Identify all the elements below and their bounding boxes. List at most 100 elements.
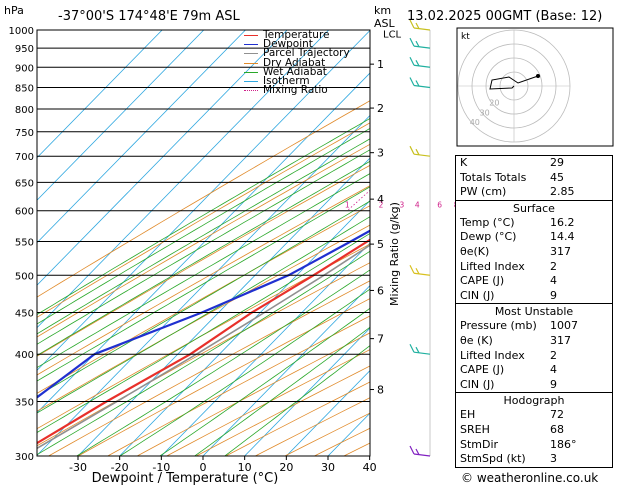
barb-flag — [415, 267, 420, 275]
legend-item: Mixing Ratio — [244, 85, 350, 95]
temperature-tick-label: -20 — [111, 461, 129, 474]
table-row: Temp (°C) 16.2 — [456, 216, 612, 231]
barb-shaft — [413, 453, 431, 457]
pressure-tick-label: 1000 — [9, 26, 34, 37]
dry-adiabat-line — [37, 185, 370, 376]
background-lines — [37, 30, 370, 456]
dry-adiabat-line — [37, 262, 370, 447]
row-value: 2.85 — [550, 185, 575, 199]
row-value: 1007 — [550, 319, 578, 333]
barb-shaft — [413, 84, 431, 89]
hodograph-kt-label: kt — [461, 32, 470, 42]
mixing-ratio-tick-label: 1 — [345, 201, 350, 210]
wind-barb — [409, 57, 431, 68]
wet-adiabat-line — [194, 326, 370, 456]
row-label: StmSpd (kt) — [460, 452, 526, 466]
wet-adiabat-line — [119, 288, 370, 456]
wind-barb — [409, 264, 431, 276]
row-value: 2 — [550, 259, 557, 273]
pressure-tick-label: 900 — [15, 63, 34, 74]
km-tick-label: 4 — [377, 193, 384, 206]
wind-barb — [409, 445, 431, 457]
row-value: 45 — [550, 170, 564, 184]
barb-flag — [409, 77, 415, 86]
row-label: Pressure (mb) — [460, 319, 537, 333]
km-tick-label: 1 — [377, 58, 384, 71]
copyright: © weatheronline.co.uk — [461, 471, 599, 485]
temperature-tick-label: 10 — [238, 461, 252, 474]
legend-label: Wet Adiabat — [263, 65, 327, 78]
table-row: Pressure (mb) 1007 — [456, 319, 612, 334]
row-value: 68 — [550, 422, 564, 436]
barb-shaft — [413, 45, 431, 49]
wet-adiabat-line — [75, 269, 370, 456]
table-row: StmSpd (kt) 3 — [456, 452, 612, 467]
barb-flag — [409, 445, 415, 455]
hodograph-ring-label: 40 — [470, 118, 480, 127]
pressure-tick-label: 600 — [15, 207, 34, 218]
row-value: 317 — [550, 244, 571, 258]
isotherm-line — [37, 30, 330, 329]
row-label: CAPE (J) — [460, 274, 505, 288]
row-value: 9 — [550, 288, 557, 302]
barb-flag — [409, 145, 415, 155]
row-label: Lifted Index — [460, 259, 525, 273]
barb-flag — [415, 148, 420, 156]
table-row: EH 72 — [456, 408, 612, 423]
dry-adiabat-line — [37, 164, 370, 357]
isotherm-line — [37, 30, 288, 286]
legend-swatch — [244, 90, 258, 92]
wet-adiabat-line — [37, 127, 370, 325]
row-value: 186° — [550, 437, 577, 451]
barb-flag — [409, 264, 415, 274]
row-value: 72 — [550, 408, 564, 422]
barb-shaft — [413, 351, 431, 355]
barb-shaft — [413, 272, 431, 276]
row-label: θe (K) — [460, 333, 493, 347]
legend-item: Temperature — [244, 29, 350, 41]
barb-flag — [409, 57, 415, 66]
legend-swatch — [244, 62, 258, 64]
hodograph-endpoint — [536, 74, 540, 78]
table-row: CAPE (J) 4 — [456, 274, 612, 289]
hodograph-ring-label: 20 — [489, 99, 499, 108]
legend-label: Temperature — [263, 29, 330, 41]
row-value: 16.2 — [550, 215, 575, 229]
wind-barb — [409, 145, 431, 157]
dry-adiabat-line — [106, 315, 370, 456]
row-label: PW (cm) — [460, 185, 507, 199]
barb-flag — [415, 59, 420, 67]
row-value: 4 — [550, 363, 557, 377]
wet-adiabat-line — [37, 138, 370, 335]
row-value: 3 — [550, 452, 557, 466]
wind-barb — [409, 19, 431, 31]
wind-barb — [409, 77, 431, 89]
row-value: 9 — [550, 377, 557, 391]
row-label: K — [460, 156, 468, 169]
isotherm-line — [119, 199, 370, 456]
x-axis-label: Dewpoint / Temperature (°C) — [92, 471, 279, 486]
row-value: 4 — [550, 274, 557, 288]
wet-adiabat-line — [37, 160, 370, 356]
isotherm-line — [285, 370, 370, 456]
location-title: -37°00'S 174°48'E 79m ASL — [58, 9, 240, 24]
isotherm-line — [37, 30, 163, 159]
table-row: CIN (J) 9 — [456, 378, 612, 393]
mixing-ratio-tick-label: 6 — [437, 201, 442, 210]
table-row: θe(K) 317 — [456, 245, 612, 260]
row-value: 2 — [550, 348, 557, 362]
table-row: Dewp (°C) 14.4 — [456, 230, 612, 245]
row-label: EH — [460, 408, 476, 422]
pressure-tick-label: 850 — [15, 84, 34, 95]
isotherm-line — [77, 157, 370, 456]
km-tick-label: 8 — [377, 384, 384, 397]
pressure-tick-label: 750 — [15, 128, 34, 139]
barb-flag — [415, 40, 420, 48]
wet-adiabat-line — [37, 250, 370, 456]
mixing-ratio-tick-label: 2 — [379, 201, 384, 210]
row-label: SREH — [460, 422, 490, 436]
axis-ticks: 3003504004505005506006507007508008509009… — [9, 26, 402, 474]
barb-flag — [409, 19, 415, 29]
table-row: K 29 — [456, 156, 612, 171]
